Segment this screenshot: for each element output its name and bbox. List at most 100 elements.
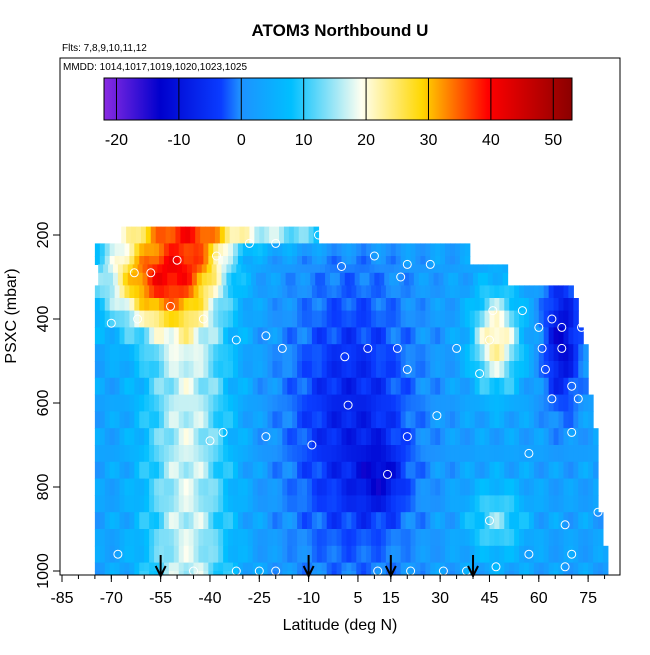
heatmap-cell [435, 327, 441, 345]
heatmap-cell [168, 310, 175, 328]
heatmap-cell [223, 327, 229, 345]
heatmap-cell [524, 495, 530, 513]
heatmap-cell [203, 461, 209, 480]
heatmap-cell [366, 512, 372, 530]
heatmap-cell [524, 377, 530, 396]
heatmap-cell [361, 298, 367, 312]
heatmap-cell [186, 272, 193, 286]
heatmap-cell [469, 512, 476, 530]
heatmap-cell [385, 562, 392, 572]
y-tick-label: 200 [35, 222, 52, 249]
heatmap-cell [380, 562, 387, 572]
heatmap-cell [149, 411, 155, 429]
heatmap-cell [129, 344, 135, 362]
heatmap-cell [499, 394, 505, 412]
heatmap-cell [538, 344, 545, 362]
heatmap-cell [223, 256, 229, 265]
heatmap-cell [450, 529, 456, 547]
heatmap-cell [159, 445, 165, 463]
heatmap-cell [267, 562, 274, 572]
heatmap-cell [168, 512, 175, 530]
heatmap-cell [311, 512, 318, 530]
observation-point [567, 381, 577, 391]
heatmap-cell [445, 512, 451, 530]
heatmap-cell [583, 377, 589, 396]
heatmap-cell [228, 256, 234, 265]
heatmap-cell [356, 571, 362, 575]
heatmap-cell [548, 285, 555, 299]
heatmap-cell [114, 478, 121, 496]
heatmap-cell [464, 461, 471, 480]
heatmap-cell [224, 226, 231, 244]
heatmap-cell [395, 495, 402, 513]
heatmap-cell [104, 285, 111, 299]
heatmap-cell [371, 495, 377, 513]
heatmap-cell [265, 264, 272, 274]
heatmap-cell [464, 298, 471, 312]
heatmap-cell [420, 411, 426, 429]
heatmap-cell [302, 411, 308, 429]
heatmap-cell [504, 361, 510, 379]
heatmap-cell [297, 394, 303, 412]
observation-point [547, 394, 557, 404]
heatmap-cell [454, 495, 461, 513]
heatmap-cell [292, 298, 298, 312]
heatmap-cell [272, 344, 278, 362]
heatmap-cell [124, 256, 131, 265]
heatmap-cell [361, 394, 367, 412]
heatmap-cell [533, 327, 540, 345]
heatmap-cell [297, 428, 303, 446]
heatmap-cell [177, 264, 183, 274]
heatmap-cell [336, 545, 343, 564]
heatmap-cell [395, 243, 402, 257]
heatmap-cell [578, 495, 584, 513]
heatmap-cell [247, 394, 254, 412]
heatmap-cell [129, 461, 135, 480]
heatmap-cell [494, 327, 500, 345]
heatmap-cell [198, 478, 204, 496]
heatmap-cell [543, 545, 550, 564]
heatmap-cell [316, 461, 323, 480]
heatmap-cell [578, 411, 584, 429]
heatmap-cell [380, 243, 387, 257]
heatmap-cell [371, 344, 377, 362]
heatmap-cell [228, 344, 234, 362]
heatmap-cell [186, 264, 193, 274]
heatmap-cell [331, 310, 338, 328]
heatmap-cell [99, 545, 106, 564]
heatmap-cell [154, 529, 160, 547]
heatmap-cell [410, 411, 417, 429]
heatmap-cell [459, 411, 466, 429]
heatmap-cell [267, 529, 274, 547]
heatmap-cell [351, 529, 357, 547]
observation-point [307, 440, 317, 450]
heatmap-cell [257, 529, 264, 547]
heatmap-cell [139, 256, 145, 265]
heatmap-cell [119, 243, 126, 257]
heatmap-cell [509, 298, 515, 312]
heatmap-cell [326, 243, 333, 257]
heatmap-cell [390, 298, 397, 312]
heatmap-cell [316, 285, 323, 299]
heatmap-cell [474, 495, 481, 513]
heatmap-cell [484, 478, 491, 496]
heatmap-cell [390, 562, 397, 572]
heatmap-cell [385, 361, 392, 379]
heatmap-cell [249, 226, 255, 244]
heatmap-cell [292, 344, 298, 362]
heatmap-cell [297, 285, 303, 299]
heatmap-cell [336, 243, 343, 257]
heatmap-cell [464, 529, 471, 547]
heatmap-cell [292, 545, 298, 564]
heatmap-cell [311, 243, 318, 257]
heatmap-cell [450, 394, 456, 412]
heatmap-cell [331, 344, 338, 362]
heatmap-cell [482, 272, 489, 286]
heatmap-cell [514, 445, 520, 463]
heatmap-cell [420, 562, 426, 572]
heatmap-cell [134, 562, 140, 572]
heatmap-cell [474, 298, 481, 312]
heatmap-cell [499, 411, 505, 429]
heatmap-cell [326, 298, 333, 312]
